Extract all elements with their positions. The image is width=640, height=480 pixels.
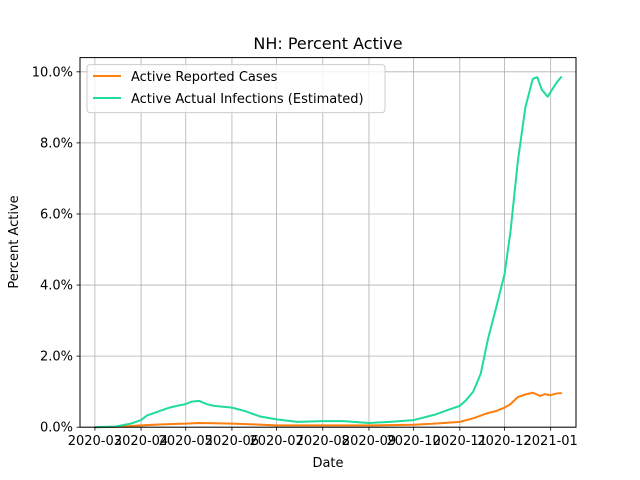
y-tick-label: 2.0% [40,350,73,365]
y-tick-label: 8.0% [40,136,73,151]
x-axis-label: Date [312,456,343,471]
legend-box [86,64,386,114]
y-tick-label: 0.0% [40,421,73,436]
x-tick-label: 2020-08 [296,434,350,449]
x-tick-label: 2020-06 [205,434,259,449]
x-tick-label: 2020-05 [159,434,213,449]
y-tick-label: 10.0% [32,65,73,80]
y-tick-label: 6.0% [40,207,73,222]
x-tick-label: 2020-09 [342,434,396,449]
chart-title: NH: Percent Active [253,34,402,53]
grid [80,57,576,428]
y-axis-label: Percent Active [7,195,22,288]
x-tick-label: 2020-10 [386,434,440,449]
x-tick-label: 2020-04 [114,434,168,449]
series-layer [93,76,563,429]
x-tick-label: 2021-01 [524,434,578,449]
x-tick-label: 2020-07 [249,434,303,449]
legend-label: Active Actual Infections (Estimated) [131,92,364,107]
ticks: 2020-032020-042020-052020-062020-072020-… [32,65,578,449]
legend-label: Active Reported Cases [131,70,278,85]
y-tick-label: 4.0% [40,279,73,294]
series-line-estimated-infections [93,76,563,429]
x-tick-label: 2020-11 [433,434,487,449]
legend: Active Reported Cases Active Actual Infec… [86,64,386,114]
plot-frame [79,57,577,428]
series-line-reported-cases [93,391,563,429]
x-tick-label: 2020-12 [477,434,531,449]
x-tick-label: 2020-03 [68,434,122,449]
